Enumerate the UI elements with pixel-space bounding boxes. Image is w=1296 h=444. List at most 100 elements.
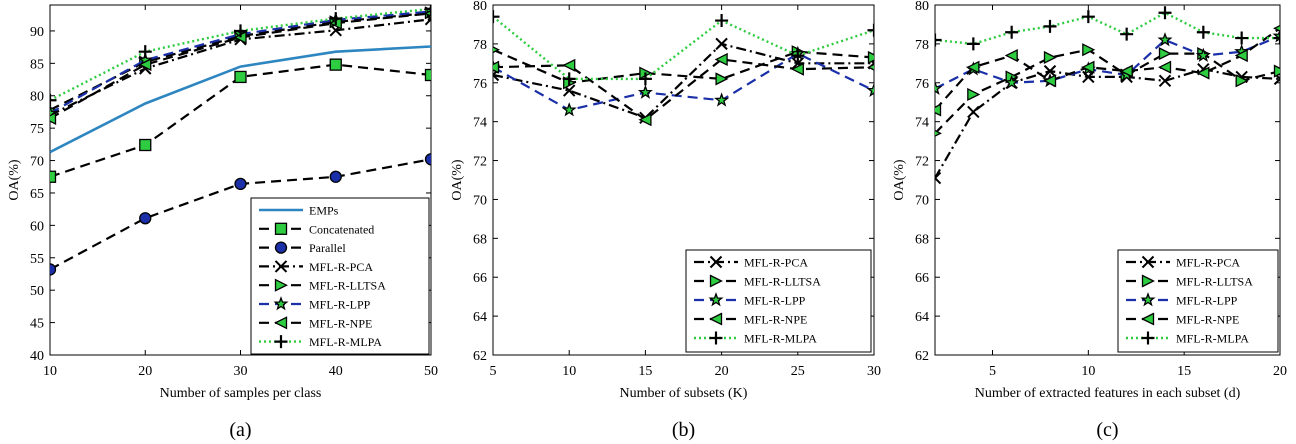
y-tick-label: 78 — [915, 38, 929, 53]
legend-marker — [709, 312, 723, 326]
y-tick-label: 80 — [30, 90, 44, 105]
legend-marker — [709, 274, 723, 288]
y-tick-label: 74 — [915, 116, 929, 131]
legend-marker — [1141, 312, 1155, 326]
y-tick-label: 90 — [30, 25, 44, 40]
x-tick-label: 5 — [989, 364, 996, 379]
data-point — [714, 92, 730, 107]
legend-label: MFL-R-PCA — [744, 256, 808, 270]
series-line — [935, 35, 1280, 90]
y-tick-label: 60 — [30, 219, 44, 234]
data-point — [1120, 27, 1134, 41]
data-point — [562, 72, 576, 86]
data-point — [714, 52, 728, 66]
y-tick-label: 62 — [473, 349, 487, 364]
data-point — [424, 153, 431, 166]
data-point — [1119, 64, 1133, 78]
y-tick-label: 64 — [915, 310, 929, 325]
y-axis-label: OA(%) — [450, 159, 465, 201]
legend-marker — [274, 335, 288, 349]
series-line — [493, 52, 874, 112]
data-point — [1043, 64, 1057, 78]
y-tick-label: 66 — [915, 271, 929, 286]
data-point — [493, 10, 500, 24]
legend-marker — [1141, 331, 1155, 345]
legend-marker — [274, 222, 288, 235]
legend: MFL-R-PCA MFL-R-LLTSA MFL-R-LPP MFL-R-NPE MF… — [1117, 249, 1279, 353]
series-line — [493, 58, 874, 122]
data-point — [138, 58, 152, 72]
x-tick-label: 25 — [791, 364, 805, 379]
y-tick-label: 70 — [473, 193, 487, 208]
x-axis-label: Number of extracted features in each sub… — [975, 386, 1241, 401]
y-tick-label: 50 — [30, 284, 44, 299]
y-tick-label: 76 — [915, 77, 929, 92]
y-tick-label: 68 — [473, 232, 487, 247]
data-point — [234, 177, 247, 191]
x-tick-label: 10 — [1081, 364, 1095, 379]
data-point — [1195, 47, 1211, 62]
y-tick-label: 62 — [915, 349, 929, 364]
data-point — [967, 87, 981, 101]
y-tick-label: 66 — [473, 271, 487, 286]
data-point — [966, 37, 980, 51]
data-point — [1235, 74, 1249, 88]
legend-label: MFL-R-LLTSA — [309, 279, 386, 293]
y-tick-label: 64 — [473, 310, 487, 325]
data-point — [493, 46, 500, 54]
data-point — [790, 62, 804, 76]
y-tick-label: 74 — [473, 116, 487, 131]
chart-panel-2: 62 64 66 68 70 72 74 76 78 80 5 10 15 20 25 30 Number of… — [450, 0, 881, 441]
data-point — [1004, 74, 1020, 90]
legend-marker — [708, 292, 724, 307]
data-point — [329, 58, 342, 71]
legend-marker — [709, 255, 723, 269]
legend-label: MFL-R-LPP — [744, 294, 806, 308]
data-point — [50, 111, 57, 125]
y-tick-label: 80 — [915, 0, 929, 14]
data-point — [234, 70, 247, 84]
data-point — [715, 72, 729, 86]
series-line — [493, 48, 874, 84]
legend-marker — [274, 278, 288, 292]
chart-panel-1: 40 45 50 55 60 65 70 75 80 85 90 10 20 30 40 50 Number o… — [7, 4, 438, 441]
data-point — [234, 24, 247, 38]
legend-label: MFL-R-LPP — [1176, 294, 1238, 308]
data-point — [867, 63, 874, 71]
data-point — [1235, 31, 1249, 45]
x-tick-label: 30 — [867, 364, 881, 379]
data-point — [967, 105, 980, 119]
legend-label: MFL-R-PCA — [309, 260, 373, 274]
data-point — [966, 60, 980, 74]
data-point — [867, 23, 874, 37]
y-tick-label: 78 — [473, 38, 487, 53]
y-axis-label: OA(%) — [892, 159, 907, 201]
data-point — [715, 14, 729, 28]
y-tick-label: 85 — [30, 57, 44, 72]
legend-label: MFL-R-PCA — [1176, 256, 1240, 270]
x-tick-label: 50 — [424, 364, 438, 379]
data-point — [1196, 25, 1210, 39]
data-point — [138, 45, 152, 59]
y-tick-label: 70 — [30, 155, 44, 170]
legend-marker — [274, 260, 288, 273]
data-point — [1158, 74, 1172, 88]
data-point — [1043, 19, 1057, 33]
legend-label: MFL-R-MLPA — [309, 335, 382, 349]
legend: MFL-R-PCA MFL-R-LLTSA MFL-R-LPP MFL-R-NPE MF… — [685, 249, 872, 353]
data-point — [715, 37, 728, 51]
data-point — [1157, 32, 1173, 47]
legend: EMPs Concatenated Parallel MFL-R-PCA MFL-R-L… — [250, 197, 430, 355]
legend-marker — [709, 331, 723, 345]
legend-marker — [274, 316, 288, 330]
legend-marker — [1140, 292, 1156, 307]
x-tick-label: 40 — [329, 364, 343, 379]
data-point — [1196, 66, 1210, 80]
data-point — [1158, 6, 1172, 20]
series-line — [935, 48, 1280, 135]
x-axis-label: Number of samples per class — [160, 386, 322, 401]
y-tick-label: 65 — [30, 187, 44, 202]
data-point — [1081, 60, 1095, 74]
legend-label: MFL-R-NPE — [309, 316, 372, 330]
data-point — [638, 72, 652, 86]
